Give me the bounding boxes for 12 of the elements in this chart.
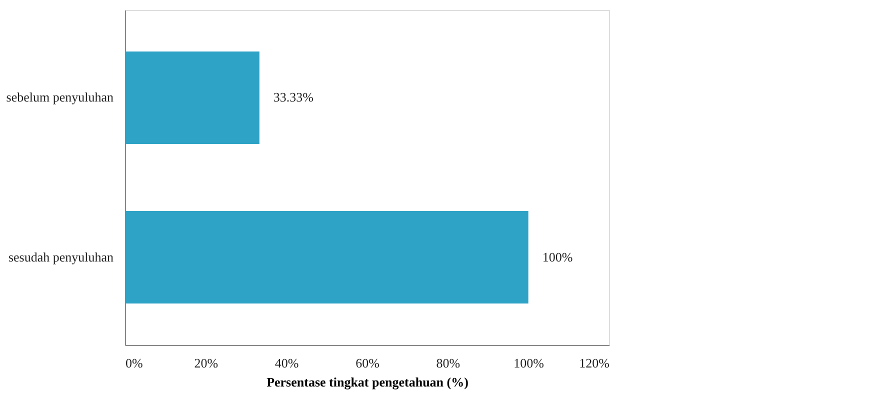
- x-tick-label: 20%: [194, 356, 218, 370]
- x-tick-label: 120%: [579, 356, 610, 370]
- data-label: 33.33%: [273, 90, 314, 105]
- y-tick-label: sesudah penyuluhan: [8, 249, 114, 264]
- x-tick-label: 100%: [514, 356, 544, 370]
- x-tick-label: 80%: [436, 356, 460, 370]
- y-tick-label: sebelum penyuluhan: [6, 90, 114, 105]
- data-label: 100%: [542, 249, 573, 264]
- x-tick-label: 60%: [356, 356, 380, 370]
- x-tick-label: 0%: [126, 356, 143, 370]
- x-tick-label: 40%: [274, 356, 299, 370]
- x-axis-title: Persentase tingkat pengetahuan (%): [266, 374, 468, 390]
